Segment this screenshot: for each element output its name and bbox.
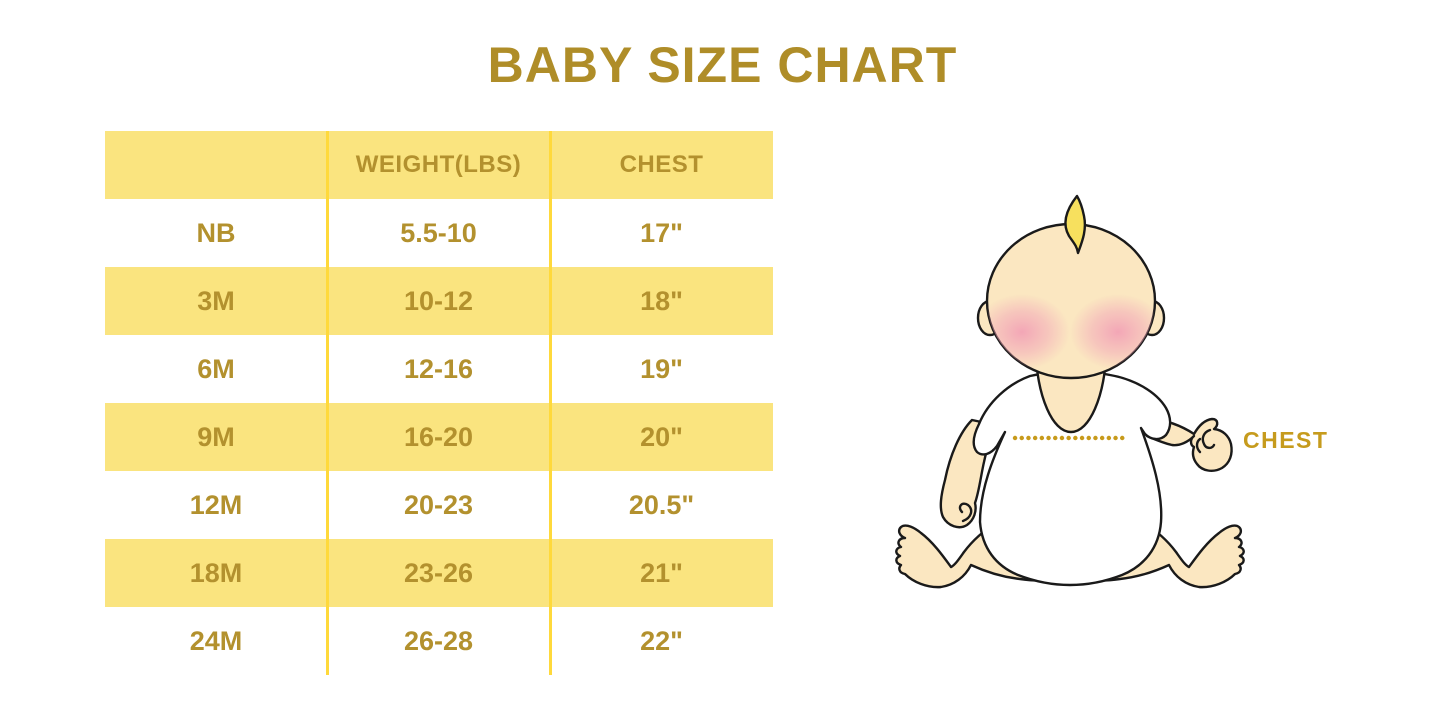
table-row: NB 5.5-10 17" [105,199,773,267]
table-header-row: WEIGHT(LBS) CHEST [105,131,773,199]
page-title: BABY SIZE CHART [487,37,958,93]
weight-cell: 16-20 [403,421,474,452]
right-fist-finger-line [1195,437,1202,454]
table-row: 6M 12-16 19" [105,335,773,403]
weight-cell: 5.5-10 [400,217,477,248]
chest-cell: 17" [640,217,683,248]
table-row: 24M 26-28 22" [105,607,773,675]
table-column-divider-1 [326,131,329,675]
baby-illustration: CHEST [895,194,1328,589]
size-cell: 3M [197,285,235,316]
weight-cell: 23-26 [403,557,474,588]
chest-cell: 18" [640,285,683,316]
table-column-divider-2 [549,131,552,675]
baby-shirt [972,369,1172,587]
right-fist-thumb-line [1201,428,1216,450]
size-table: WEIGHT(LBS) CHEST NB 5.5-10 17" 3M 10-12 18" 6M 1… [105,131,773,675]
size-cell: 9M [197,421,235,452]
weight-cell: 12-16 [403,353,474,384]
chest-cell: 21" [640,557,683,588]
size-cell: 18M [189,557,243,588]
weight-cell: 20-23 [403,489,474,520]
chest-column-header: CHEST [619,151,704,178]
table-row: 3M 10-12 18" [105,267,773,335]
chest-cell: 20" [640,421,683,452]
table-row: 18M 23-26 21" [105,539,773,607]
size-cell: 6M [197,353,235,384]
weight-column-header: WEIGHT(LBS) [355,151,522,178]
table-rows: WEIGHT(LBS) CHEST NB 5.5-10 17" 3M 10-12 18" 6M 1… [105,131,773,675]
size-cell: 24M [189,625,243,656]
baby-hair-curl-icon [1064,194,1087,255]
chest-measure-label: CHEST [1243,427,1328,453]
table-row: 12M 20-23 20.5" [105,471,773,539]
chest-cell: 22" [640,625,683,656]
size-cell: 12M [189,489,243,520]
table-row: 9M 16-20 20" [105,403,773,471]
weight-cell: 10-12 [403,285,474,316]
weight-cell: 26-28 [403,625,474,656]
size-cell: NB [196,217,236,248]
chest-cell: 20.5" [628,489,695,520]
left-hand-finger-line [958,502,973,523]
chest-cell: 19" [640,353,683,384]
